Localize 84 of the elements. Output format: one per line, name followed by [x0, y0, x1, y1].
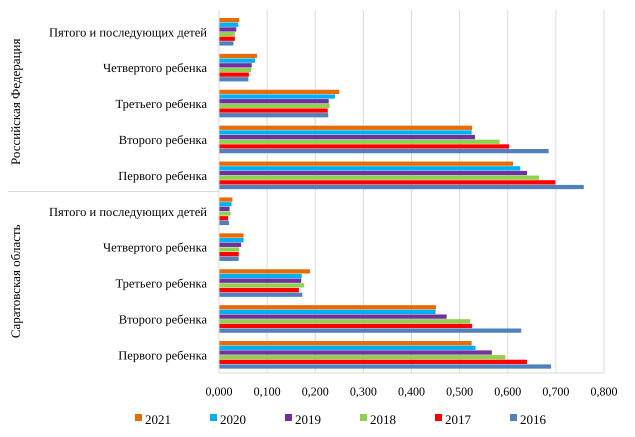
x-tick-label: 0,800	[590, 384, 618, 399]
bar	[219, 197, 232, 202]
bar	[219, 36, 235, 41]
y-tick-label: Четвертого ребенка	[103, 240, 208, 255]
bar	[219, 166, 520, 170]
bar	[219, 77, 248, 82]
bar	[219, 41, 234, 46]
bar	[219, 350, 492, 355]
bar	[219, 233, 244, 238]
bar	[219, 360, 527, 364]
legend-label: 2021	[145, 412, 171, 427]
bar	[219, 176, 540, 180]
bar	[219, 355, 506, 360]
bar	[219, 288, 299, 292]
bar	[219, 256, 239, 261]
bar	[219, 314, 447, 319]
bar	[219, 278, 302, 283]
text: Саратовская область	[8, 224, 23, 338]
legend-label: 2020	[220, 412, 246, 427]
bar	[219, 274, 302, 278]
text: Российская Федерация	[8, 38, 23, 166]
bar	[219, 305, 436, 310]
x-tick-label: 0,000	[206, 384, 232, 399]
bar	[219, 108, 328, 113]
y-tick-label: Пятого и последующих детей	[49, 25, 208, 40]
bar	[219, 90, 340, 94]
bar	[219, 68, 252, 72]
y-tick-label: Третьего ребенка	[115, 276, 208, 291]
y-tick-label: Второго ребенка	[118, 133, 208, 148]
bar	[219, 283, 304, 288]
x-tick-label: 0,500	[446, 384, 474, 399]
bar	[219, 140, 500, 144]
legend-label: 2016	[520, 412, 546, 427]
bar	[219, 170, 527, 176]
bar	[219, 319, 470, 324]
bar	[219, 184, 584, 190]
legend-label: 2018	[370, 412, 396, 427]
bar	[219, 32, 235, 36]
bar	[219, 22, 238, 27]
bar	[219, 238, 244, 242]
bar	[219, 27, 236, 32]
bar	[219, 216, 228, 220]
legend-label: 2017	[445, 412, 472, 427]
bar	[219, 202, 232, 206]
x-tick-label: 0,600	[494, 384, 522, 399]
bar	[219, 180, 556, 184]
bar	[219, 72, 249, 77]
bar	[219, 341, 472, 346]
y-tick-label: Пятого и последующих детей	[49, 204, 208, 219]
bar	[219, 58, 256, 63]
bar	[219, 104, 330, 108]
bar	[219, 130, 472, 135]
y-tick-label: Третьего ребенка	[115, 97, 208, 112]
bar	[219, 144, 510, 149]
bar	[219, 113, 328, 118]
bar	[219, 292, 302, 297]
x-tick-label: 0,200	[302, 384, 329, 399]
bar	[219, 54, 258, 58]
bar	[219, 99, 329, 104]
x-tick-label: 0,400	[398, 384, 425, 399]
y-tick-label: Четвертого ребенка	[103, 61, 208, 76]
x-tick-label: 0,700	[542, 384, 570, 399]
bar	[219, 310, 436, 314]
y-tick-label: Второго ребенка	[118, 312, 208, 327]
legend-label: 2019	[295, 412, 321, 427]
bar	[219, 18, 240, 22]
bar	[219, 328, 522, 333]
bar	[219, 242, 242, 247]
x-tick-label: 0,300	[350, 384, 377, 399]
bar	[219, 364, 552, 369]
bar	[219, 148, 549, 154]
bar	[219, 63, 252, 68]
bar	[219, 346, 476, 350]
bar	[219, 134, 476, 140]
bar	[219, 252, 239, 256]
bar	[219, 247, 240, 252]
bar	[219, 162, 514, 166]
x-tick-label: 0,100	[254, 384, 281, 399]
bar	[219, 269, 310, 274]
bar	[219, 324, 472, 328]
y-tick-label: Первого ребенка	[118, 168, 208, 183]
bar	[219, 94, 335, 99]
bar	[219, 126, 472, 130]
y-tick-label: Первого ребенка	[118, 348, 208, 362]
